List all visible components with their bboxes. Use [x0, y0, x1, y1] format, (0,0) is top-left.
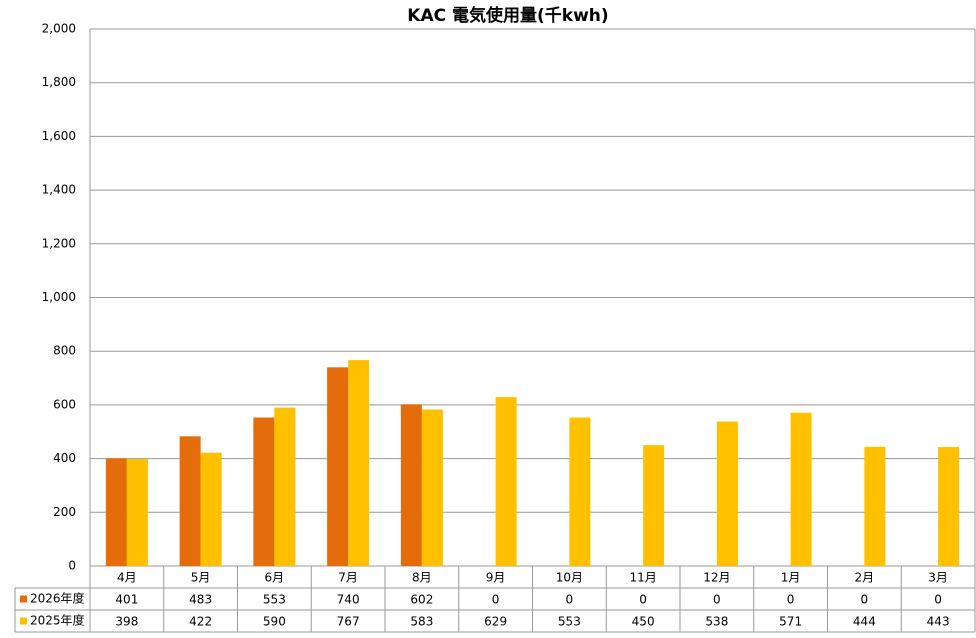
y-tick-label: 600	[53, 397, 76, 411]
x-tick-label: 4月	[117, 571, 137, 585]
x-tick-label: 2月	[855, 571, 875, 585]
y-tick-label: 200	[53, 505, 76, 519]
table-value: 553	[558, 615, 581, 629]
bar	[348, 360, 370, 566]
bar	[253, 417, 275, 566]
bar	[495, 397, 517, 566]
table-value: 401	[115, 593, 138, 607]
table-value: 422	[189, 615, 212, 629]
table-value: 0	[787, 593, 795, 607]
bar	[400, 404, 422, 566]
bar	[126, 459, 148, 566]
x-tick-label: 10月	[556, 571, 583, 585]
chart-title: KAC 電気使用量(千kwh)	[407, 5, 608, 26]
legend-label: 2025年度	[30, 613, 85, 628]
table-value: 444	[853, 615, 876, 629]
legend-swatch	[20, 595, 27, 603]
table-value: 450	[632, 615, 655, 629]
y-tick-label: 1,800	[42, 75, 76, 89]
bar	[105, 458, 127, 566]
table-value: 583	[410, 615, 433, 629]
bar	[716, 421, 738, 566]
x-tick-label: 9月	[486, 571, 506, 585]
table-value: 0	[566, 593, 574, 607]
table-value: 553	[263, 593, 286, 607]
y-tick-label: 800	[53, 344, 76, 358]
table-value: 740	[337, 593, 360, 607]
table-value: 538	[705, 615, 728, 629]
table-value: 483	[189, 593, 212, 607]
table-value: 629	[484, 615, 507, 629]
y-tick-label: 2,000	[42, 22, 76, 36]
x-tick-label: 11月	[629, 571, 656, 585]
x-tick-label: 1月	[781, 571, 801, 585]
table-value: 590	[263, 615, 286, 629]
y-tick-label: 1,400	[42, 183, 76, 197]
table-value: 443	[927, 615, 950, 629]
table-value: 0	[639, 593, 647, 607]
legend-swatch	[20, 617, 27, 625]
y-tick-label: 1,000	[42, 290, 76, 304]
table-value: 602	[410, 593, 433, 607]
bar	[421, 409, 443, 566]
y-tick-label: 0	[68, 559, 76, 573]
x-tick-label: 3月	[928, 571, 948, 585]
bar	[864, 446, 886, 566]
bar	[274, 407, 296, 566]
bar	[327, 367, 349, 566]
x-tick-label: 12月	[703, 571, 730, 585]
bar	[200, 452, 222, 566]
table-value: 0	[492, 593, 500, 607]
bar	[790, 412, 812, 566]
bar	[643, 445, 665, 566]
table-value: 0	[934, 593, 942, 607]
y-tick-label: 1,600	[42, 129, 76, 143]
x-tick-label: 5月	[191, 571, 211, 585]
table-value: 398	[115, 615, 138, 629]
table-value: 0	[713, 593, 721, 607]
y-tick-label: 1,200	[42, 236, 76, 250]
legend-label: 2026年度	[30, 591, 85, 606]
table-value: 571	[779, 615, 802, 629]
bar	[938, 447, 960, 566]
bar	[569, 417, 591, 566]
y-tick-label: 400	[53, 451, 76, 465]
x-tick-label: 6月	[265, 571, 285, 585]
x-tick-label: 7月	[338, 571, 358, 585]
x-tick-label: 8月	[412, 571, 432, 585]
table-value: 0	[861, 593, 869, 607]
table-value: 767	[337, 615, 360, 629]
bar	[179, 436, 201, 566]
